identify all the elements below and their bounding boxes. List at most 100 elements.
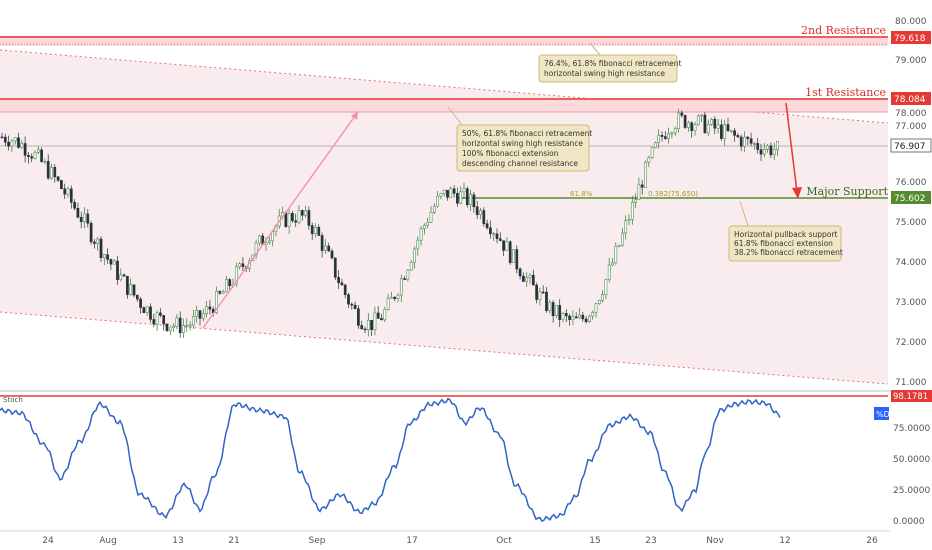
annotation-top-line-2: horizontal swing high resistance — [544, 69, 665, 78]
candle-body — [505, 241, 509, 251]
candle-body — [492, 233, 496, 236]
candle-body — [267, 240, 271, 243]
candle-body — [548, 302, 552, 311]
candle-body — [324, 245, 327, 251]
candle-body — [333, 257, 337, 278]
annotation-top-pointer — [589, 42, 601, 56]
candle-body — [145, 306, 149, 313]
candle-body — [528, 274, 532, 278]
candle-body — [168, 327, 172, 331]
annotation-middle-line-3: 100% fibonacci extension — [462, 149, 559, 158]
candle-body — [83, 213, 86, 223]
candle-body — [419, 228, 423, 241]
candle-body — [700, 114, 703, 117]
candle-body — [10, 140, 14, 147]
candle-body — [426, 222, 430, 226]
candle-body — [357, 308, 360, 326]
candle-body — [155, 312, 159, 325]
candle-body — [149, 306, 152, 320]
candle-body — [627, 219, 631, 221]
candle-body — [703, 114, 707, 134]
candle-body — [756, 143, 760, 150]
candle-body — [13, 137, 17, 142]
candle-body — [621, 232, 624, 246]
date-tick-sep: Sep — [309, 536, 326, 546]
candle-body — [343, 284, 347, 295]
candle-body — [46, 160, 50, 179]
candle-body — [27, 155, 30, 157]
candle-body — [607, 264, 611, 280]
candle-body — [687, 122, 690, 128]
support-badge-text: 75.602 — [894, 194, 926, 204]
candle-body — [317, 226, 321, 236]
candle-body — [390, 296, 393, 299]
candle-body — [353, 304, 357, 309]
rally-arrow — [202, 115, 356, 329]
candle-body — [657, 135, 661, 143]
candle-body — [555, 305, 558, 317]
candle-body — [601, 294, 604, 301]
candle-body — [690, 122, 694, 131]
candle-body — [762, 148, 766, 155]
candle-body — [772, 149, 776, 156]
candle-body — [307, 210, 311, 226]
stoch-tick-0: 0.0000 — [893, 517, 925, 527]
candle-body — [617, 244, 621, 247]
candle-body — [736, 135, 740, 138]
candle-body — [43, 160, 47, 163]
candle-body — [614, 246, 618, 264]
candle-body — [198, 310, 202, 319]
candle-body — [624, 220, 628, 234]
candle-body — [258, 235, 261, 244]
candle-body — [376, 312, 380, 319]
candle-body — [310, 225, 314, 234]
candle-body — [79, 217, 83, 223]
candle-body — [241, 263, 245, 268]
candle-body — [667, 133, 670, 139]
candle-body — [594, 303, 598, 313]
candle-body — [50, 167, 53, 179]
candle-body — [60, 180, 63, 190]
candle-body — [383, 309, 387, 321]
candle-body — [40, 149, 43, 162]
candle-body — [673, 128, 677, 134]
candle-body — [759, 149, 763, 155]
price-tick-71: 71.000 — [895, 378, 927, 388]
candle-body — [716, 124, 720, 129]
resistance-2-badge-text: 79.618 — [894, 34, 926, 44]
candle-body — [20, 143, 24, 148]
candle-body — [175, 317, 179, 327]
candle-body — [545, 291, 548, 311]
candle-body — [449, 188, 453, 198]
candle-body — [109, 259, 113, 265]
candle-body — [360, 325, 364, 330]
candle-body — [33, 152, 37, 159]
candle-body — [73, 202, 76, 209]
candle-body — [366, 320, 370, 331]
candle-body — [215, 291, 218, 314]
candle-body — [475, 206, 479, 215]
candle-body — [482, 210, 486, 224]
date-tick-21: 21 — [228, 536, 239, 546]
candle-body — [182, 325, 185, 334]
candle-body — [221, 291, 225, 294]
resistance-1-label: 1st Resistance — [805, 86, 886, 99]
candle-body — [574, 316, 578, 319]
price-tick-74: 74.000 — [895, 258, 927, 268]
candle-body — [396, 294, 400, 299]
candle-body — [729, 130, 733, 132]
candle-body — [670, 132, 674, 135]
stoch-d-badge-text: %D — [876, 410, 890, 419]
candle-body — [17, 137, 20, 148]
candle-body — [416, 239, 420, 250]
candle-body — [720, 124, 723, 139]
last-price-badge — [890, 138, 932, 153]
date-tick-aug: Aug — [99, 536, 117, 546]
price-tick-80: 80.000 — [895, 17, 927, 27]
candle-body — [462, 188, 466, 193]
candle-body — [439, 193, 443, 197]
candle-body — [746, 136, 750, 139]
annotation-middle: 50%, 61.8% fibonacci retracement horizon… — [447, 106, 592, 172]
